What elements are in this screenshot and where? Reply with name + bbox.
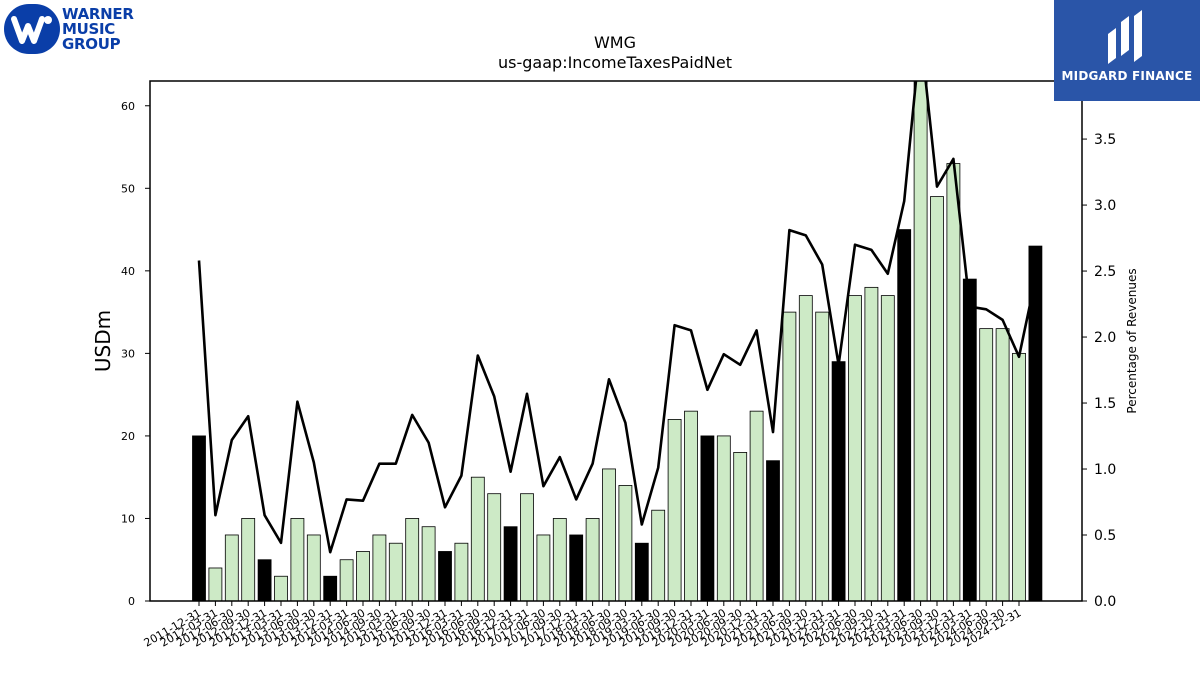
y2-tick-label: 2.0: [1094, 330, 1116, 346]
y2-tick-label: 0.0: [1094, 594, 1116, 610]
bar-2024-03-31: [962, 278, 977, 602]
y2-tick-label: 1.5: [1094, 396, 1116, 412]
bar-2015-03-31: [388, 542, 403, 602]
bar-2022-03-31: [831, 361, 846, 602]
midgard-mark-icon: [1108, 10, 1142, 64]
y-tick-label: 10: [121, 512, 135, 525]
bar-2023-03-31: [897, 229, 912, 602]
bar-2023-09-30: [930, 196, 944, 602]
y-tick-label: 0: [128, 595, 135, 608]
bar-2013-03-31: [274, 575, 288, 602]
bar-2018-09-30: [618, 485, 633, 602]
bar-2022-06-30: [848, 295, 862, 602]
bar-2023-06-30: [913, 80, 928, 602]
bar-2017-12-31: [569, 534, 584, 602]
y2-axis-label: Percentage of Revenues: [1125, 268, 1139, 413]
bar-2024-09-30: [995, 328, 1010, 602]
bar-2015-12-31: [438, 551, 452, 602]
bar-2011-12-31: [192, 435, 206, 602]
bar-2013-06-30: [290, 518, 305, 602]
bar-2020-12-31: [749, 410, 764, 602]
bar-2015-09-30: [421, 526, 436, 602]
warner-music-group-logo: WARNER MUSIC GROUP: [4, 4, 144, 56]
y2-tick-label: 3.5: [1094, 132, 1116, 148]
bar-2016-09-30: [487, 493, 502, 602]
warner-badge-icon: [4, 4, 60, 54]
bar-2012-09-30: [241, 518, 256, 602]
bar-2016-06-30: [470, 476, 485, 602]
y2-tick-label: 2.5: [1094, 264, 1116, 280]
bar-2024-06-30: [979, 328, 994, 602]
bar-2019-06-30: [651, 509, 666, 602]
plot-frame: [149, 80, 1083, 602]
bar-2014-03-31: [339, 559, 354, 602]
bar-2024-12-31: [1012, 352, 1026, 602]
bar-2020-06-30: [716, 435, 731, 602]
bar-2021-09-30: [798, 295, 813, 602]
bar-2019-09-30: [667, 419, 682, 602]
bar-2019-03-31: [634, 542, 649, 602]
midgard-logo-text: MIDGARD FINANCE: [1061, 69, 1193, 83]
bar-2020-03-31: [700, 435, 715, 602]
bar-2018-06-30: [602, 468, 616, 602]
bar-2022-09-30: [864, 286, 879, 602]
bar-2022-12-31: [880, 295, 895, 602]
bar-2016-12-31: [503, 526, 518, 602]
y-axis-label: USDm: [91, 310, 115, 372]
bar-2018-03-31: [585, 518, 600, 602]
line-group: [197, 81, 1037, 554]
bar-2012-06-30: [224, 534, 239, 602]
midgard-finance-logo: MIDGARD FINANCE: [1054, 0, 1200, 101]
bar-2012-03-31: [208, 567, 223, 602]
bar-2012-12-31: [257, 559, 272, 602]
y2-tick-label: 1.0: [1094, 462, 1116, 478]
bar-2017-03-31: [520, 493, 534, 602]
bar-2017-06-30: [536, 534, 551, 602]
chart-subtitle: us-gaap:IncomeTaxesPaidNet: [498, 53, 732, 72]
chart-title: WMG: [594, 33, 636, 52]
bar-2021-03-31: [766, 460, 780, 602]
bar-2020-09-30: [733, 452, 748, 602]
bar-2021-06-30: [782, 311, 797, 602]
bar-2015-06-30: [405, 518, 420, 602]
bar-2016-03-31: [454, 542, 469, 602]
bar-2013-12-31: [323, 575, 338, 602]
bar-2017-09-30: [552, 518, 567, 602]
warner-logo-text: WARNER MUSIC GROUP: [62, 5, 134, 53]
y-tick-label: 20: [121, 430, 135, 443]
bars-group: [192, 80, 1043, 602]
y2-tick-label: 3.0: [1094, 198, 1116, 214]
y-tick-label: 30: [121, 347, 135, 360]
bar-2013-09-30: [306, 534, 321, 602]
revenue-percentage-line: [197, 81, 1037, 554]
bar-2014-09-30: [372, 534, 387, 602]
bar-2021-12-31: [815, 311, 830, 602]
y-tick-label: 50: [121, 182, 135, 195]
y-tick-label: 60: [121, 100, 135, 113]
bar-2023-12-31: [946, 163, 961, 602]
y2-tick-label: 0.5: [1094, 528, 1116, 544]
bar-2019-12-31: [684, 410, 698, 602]
bar-2014-06-30: [356, 551, 370, 602]
y-tick-label: 40: [121, 265, 135, 278]
